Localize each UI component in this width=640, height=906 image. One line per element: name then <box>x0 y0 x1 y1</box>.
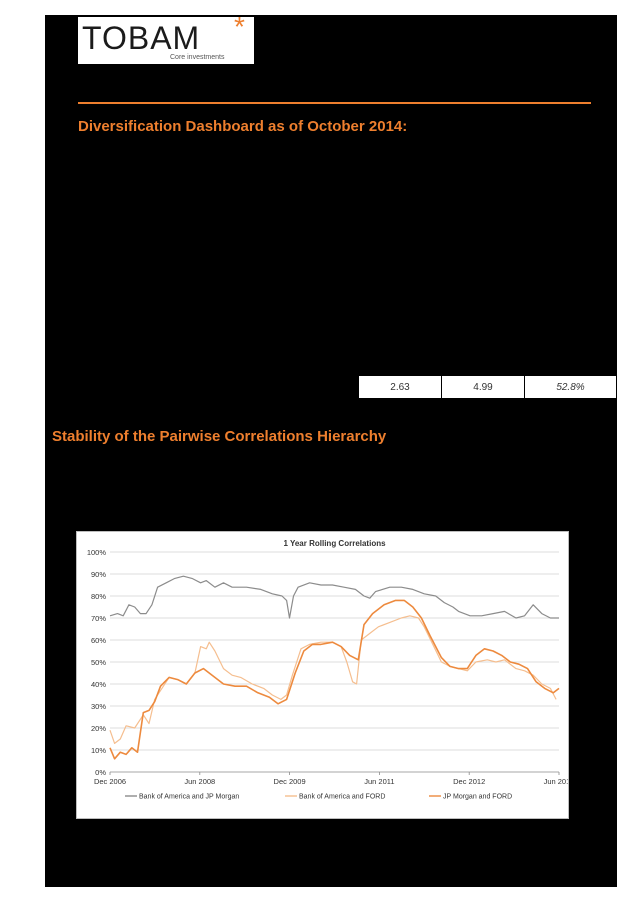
series-line-1 <box>109 575 559 619</box>
chart-svg: 1 Year Rolling Correlations 0% 10% 20% 30% 40… <box>87 539 568 801</box>
stability-heading: Stability of the Pairwise Correlations H… <box>52 428 387 445</box>
logo-star-icon: * <box>234 11 245 42</box>
x-tick-label: Dec 2009 <box>274 777 306 786</box>
x-tick-label: Jun 2014 <box>544 777 568 786</box>
y-tick-label: 10% <box>91 746 106 755</box>
legend-label: Bank of America and JP Morgan <box>139 794 239 801</box>
x-tick-label: Dec 2012 <box>453 777 485 786</box>
report-page: TOBAM * Core investments Diversification… <box>45 13 617 887</box>
chart-title: 1 Year Rolling Correlations <box>283 539 386 548</box>
y-tick-label: 20% <box>91 724 106 733</box>
tobam-logo: TOBAM * Core investments <box>78 13 254 64</box>
y-tick-label: 80% <box>91 592 106 601</box>
legend-label: Bank of America and FORD <box>299 794 385 801</box>
header-divider <box>78 102 591 104</box>
ratio-cell-2: 4.99 <box>441 375 525 399</box>
x-tick-label: Jun 2011 <box>364 777 394 786</box>
dashboard-heading: Diversification Dashboard as of October … <box>78 118 408 135</box>
y-tick-label: 40% <box>91 680 106 689</box>
table-row: 2.63 4.99 52.8% <box>358 375 617 399</box>
ratio-cell-3: 52.8% <box>524 375 617 399</box>
x-tick-label: Dec 2006 <box>94 777 126 786</box>
y-tick-label: 0% <box>95 768 106 777</box>
series-line-3 <box>109 599 560 760</box>
legend-label: JP Morgan and FORD <box>443 794 512 801</box>
logo-wordmark: TOBAM <box>82 20 201 56</box>
y-tick-label: 30% <box>91 702 106 711</box>
rolling-correlations-chart: 1 Year Rolling Correlations 0% 10% 20% 30% 40… <box>76 531 569 819</box>
y-tick-label: 70% <box>91 614 106 623</box>
logo-tagline: Core investments <box>170 54 225 61</box>
x-tick-label: Jun 2008 <box>184 777 215 786</box>
y-tick-label: 60% <box>91 636 106 645</box>
y-tick-label: 50% <box>91 658 106 667</box>
ratio-table: 2.63 4.99 52.8% <box>358 375 617 399</box>
y-tick-label: 90% <box>91 570 106 579</box>
ratio-cell-1: 2.63 <box>358 375 442 399</box>
y-tick-label: 100% <box>87 548 107 557</box>
